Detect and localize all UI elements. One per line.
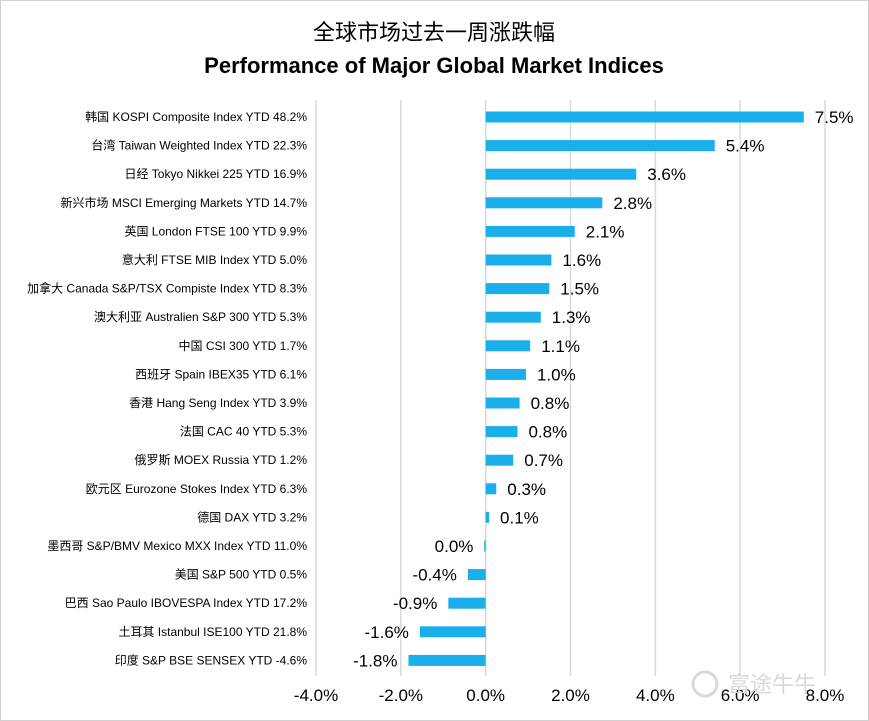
value-label: -0.4%	[412, 566, 456, 585]
value-label: 0.1%	[500, 508, 539, 527]
category-label: 美国 S&P 500 YTD 0.5%	[175, 568, 308, 582]
bar	[485, 254, 552, 266]
value-label: 0.0%	[435, 537, 474, 556]
category-label: 加拿大 Canada S&P/TSX Compiste Index YTD 8.…	[27, 281, 307, 296]
value-label: 2.8%	[613, 194, 652, 213]
x-tick-label: 8.0%	[806, 686, 845, 705]
bar	[485, 168, 637, 180]
category-label: 德国 DAX YTD 3.2%	[197, 509, 307, 524]
value-label: 0.3%	[507, 480, 546, 499]
bar	[484, 540, 486, 552]
value-label: 7.5%	[815, 108, 854, 127]
x-tick-label: 4.0%	[636, 686, 675, 705]
value-label: 5.4%	[726, 137, 765, 156]
value-label: 1.1%	[541, 337, 580, 356]
category-label: 欧元区 Eurozone Stokes Index YTD 6.3%	[86, 482, 308, 496]
bar	[485, 197, 603, 209]
bar	[485, 483, 497, 495]
bar	[485, 426, 518, 438]
value-label: 0.8%	[531, 394, 570, 413]
bars	[408, 111, 804, 666]
category-label: 香港 Hang Seng Index YTD 3.9%	[129, 396, 307, 410]
bar	[419, 626, 486, 638]
value-label: 2.1%	[586, 222, 625, 241]
bar	[485, 454, 514, 466]
bar	[485, 311, 541, 323]
chart-subtitle: Performance of Major Global Market Indic…	[204, 53, 664, 78]
watermark: 富途牛牛	[691, 670, 816, 698]
value-label: 1.5%	[560, 280, 599, 299]
chart-title: 全球市场过去一周涨跌幅	[313, 21, 555, 46]
value-labels: 7.5% 5.4% 3.6% 2.8% 2.1% 1.6% 1.5% 1.3% 1.1% 1.0%…	[353, 108, 853, 670]
category-label: 新兴市场 MSCI Emerging Markets YTD 14.7%	[60, 195, 307, 210]
category-label: 英国 London FTSE 100 YTD 9.9%	[124, 224, 307, 238]
watermark-text: 富途牛牛	[728, 673, 816, 698]
category-label: 意大利 FTSE MIB Index YTD 5.0%	[122, 252, 307, 267]
value-label: 3.6%	[647, 165, 686, 184]
x-tick-label: -4.0%	[294, 686, 338, 705]
x-tick-label: 0.0%	[466, 686, 505, 705]
category-label: 台湾 Taiwan Weighted Index YTD 22.3%	[91, 138, 307, 153]
x-tick-label: 2.0%	[551, 686, 590, 705]
category-label: 印度 S&P BSE SENSEX YTD -4.6%	[115, 652, 308, 667]
bar	[485, 140, 715, 152]
category-label: 俄罗斯 MOEX Russia YTD 1.2%	[135, 453, 308, 467]
category-label: 中国 CSI 300 YTD 1.7%	[179, 338, 308, 353]
category-label: 土耳其 Istanbul ISE100 YTD 21.8%	[118, 625, 307, 639]
grid-lines	[315, 100, 826, 676]
x-tick-label: -2.0%	[379, 686, 423, 705]
watermark-logo-icon	[691, 670, 719, 698]
bar	[485, 283, 550, 295]
value-label: -1.8%	[353, 651, 397, 670]
bar	[467, 569, 486, 581]
x-tick-label: 6.0%	[721, 686, 760, 705]
bar	[448, 597, 486, 609]
value-label: 1.6%	[562, 251, 601, 270]
category-label: 法国 CAC 40 YTD 5.3%	[180, 425, 307, 439]
category-label: 澳大利亚 Australien S&P 300 YTD 5.3%	[94, 310, 307, 324]
bar	[485, 225, 575, 237]
category-label: 日经 Tokyo Nikkei 225 YTD 16.9%	[124, 167, 307, 181]
value-label: 0.7%	[524, 451, 563, 470]
category-label: 韩国 KOSPI Composite Index YTD 48.2%	[85, 109, 307, 124]
category-labels: 韩国 KOSPI Composite Index YTD 48.2% 台湾 Tai…	[27, 109, 307, 667]
value-label: -0.9%	[393, 594, 437, 613]
bar	[485, 397, 520, 409]
bar	[485, 111, 804, 123]
category-label: 墨西哥 S&P/BMV Mexico MXX Index YTD 11.0%	[47, 539, 307, 553]
category-label: 西班牙 Spain IBEX35 YTD 6.1%	[135, 367, 307, 381]
bar	[408, 654, 486, 666]
value-label: 1.3%	[552, 308, 591, 327]
bar	[485, 511, 490, 523]
value-label: -1.6%	[364, 623, 408, 642]
x-axis-ticks: -4.0% -2.0% 0.0% 2.0% 4.0% 6.0% 8.0%	[294, 686, 845, 705]
category-label: 巴西 Sao Paulo IBOVESPA Index YTD 17.2%	[65, 596, 308, 610]
value-label: 0.8%	[528, 423, 567, 442]
bar	[485, 340, 531, 352]
value-label: 1.0%	[537, 365, 576, 384]
bar	[485, 368, 526, 380]
